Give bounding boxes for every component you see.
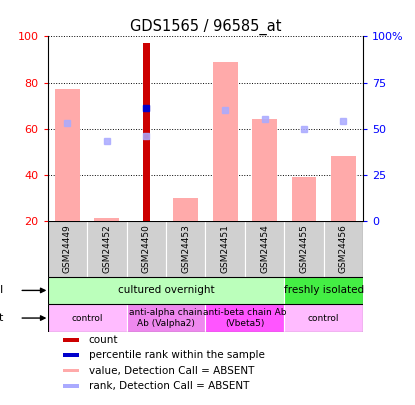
Text: GSM24449: GSM24449 — [63, 224, 72, 273]
Text: GSM24456: GSM24456 — [339, 224, 348, 273]
Text: protocol: protocol — [0, 286, 4, 295]
Text: freshly isolated: freshly isolated — [283, 286, 364, 295]
Bar — [252, 119, 277, 221]
Bar — [48, 304, 127, 332]
Bar — [292, 177, 316, 221]
Bar — [127, 221, 166, 277]
Bar — [166, 221, 205, 277]
Text: agent: agent — [0, 313, 4, 323]
Text: control: control — [308, 313, 339, 322]
Text: anti-beta chain Ab
(Vbeta5): anti-beta chain Ab (Vbeta5) — [203, 308, 287, 328]
Bar — [95, 218, 119, 221]
Bar — [284, 221, 324, 277]
Text: GSM24455: GSM24455 — [300, 224, 308, 273]
Text: count: count — [88, 335, 118, 345]
Bar — [63, 338, 79, 342]
Text: GSM24454: GSM24454 — [260, 224, 269, 273]
Text: cultured overnight: cultured overnight — [118, 286, 214, 295]
Bar — [48, 221, 87, 277]
Bar — [87, 221, 127, 277]
Bar — [127, 304, 205, 332]
Bar — [284, 304, 363, 332]
Text: GSM24453: GSM24453 — [181, 224, 190, 273]
Bar — [173, 198, 198, 221]
Text: GSM24450: GSM24450 — [142, 224, 151, 273]
Bar — [63, 354, 79, 357]
Bar — [213, 62, 237, 221]
Text: percentile rank within the sample: percentile rank within the sample — [88, 350, 264, 360]
Text: GSM24451: GSM24451 — [221, 224, 229, 273]
Text: control: control — [71, 313, 103, 322]
Bar — [48, 277, 284, 304]
Bar — [55, 90, 80, 221]
Bar — [331, 156, 356, 221]
Bar — [63, 369, 79, 373]
Bar — [245, 221, 284, 277]
Title: GDS1565 / 96585_at: GDS1565 / 96585_at — [129, 19, 281, 35]
Text: value, Detection Call = ABSENT: value, Detection Call = ABSENT — [88, 366, 254, 375]
Bar — [324, 221, 363, 277]
Bar — [205, 221, 245, 277]
Text: rank, Detection Call = ABSENT: rank, Detection Call = ABSENT — [88, 381, 249, 391]
Bar — [284, 277, 363, 304]
Bar — [63, 384, 79, 388]
Bar — [205, 304, 284, 332]
Text: GSM24452: GSM24452 — [103, 224, 111, 273]
Bar — [143, 43, 150, 221]
Text: anti-alpha chain
Ab (Valpha2): anti-alpha chain Ab (Valpha2) — [129, 308, 203, 328]
